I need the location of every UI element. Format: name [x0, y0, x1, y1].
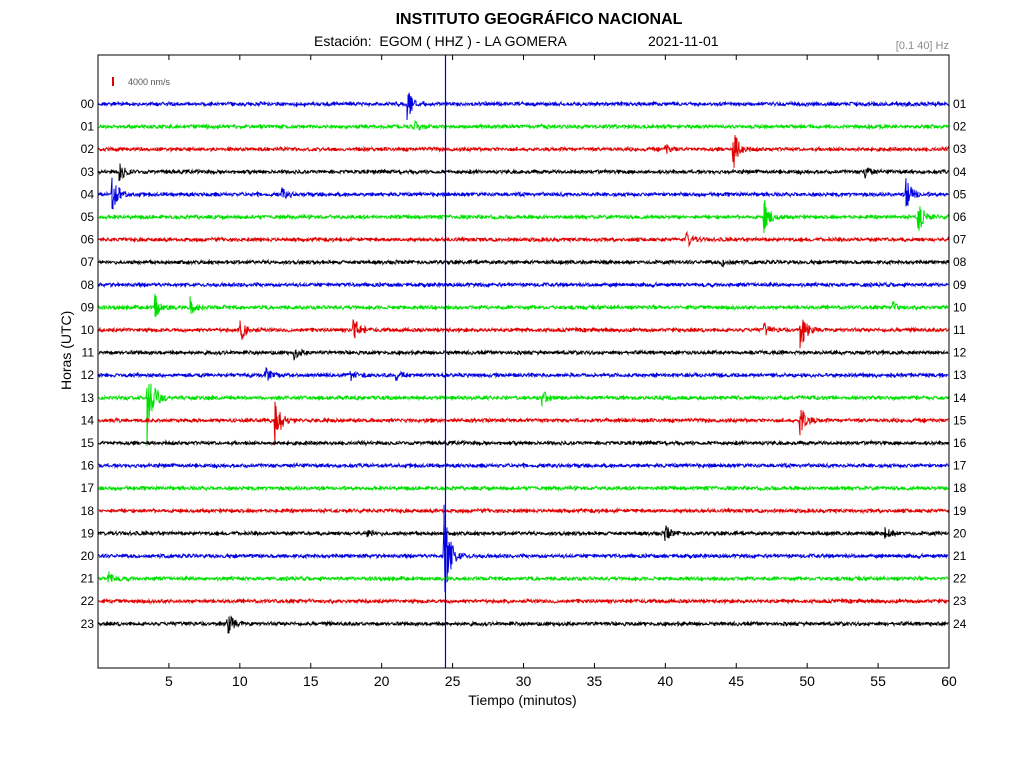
x-tick-label: 20 [374, 673, 390, 689]
trace-hour-05 [98, 200, 949, 234]
right-hour-label: 08 [953, 255, 967, 269]
x-tick-layer: 5 10 15 20 25 30 35 40 45 50 55 60 [165, 55, 957, 689]
trace-layer [98, 55, 949, 668]
left-hour-label: 11 [82, 346, 95, 360]
trace-hour-20 [98, 504, 949, 593]
record-date: 2021-11-01 [648, 33, 719, 49]
trace-hour-16 [98, 461, 949, 470]
right-hour-label: 03 [953, 142, 967, 156]
left-hour-label: 17 [81, 481, 95, 495]
right-hour-label: 15 [953, 413, 967, 427]
left-hour-label: 21 [81, 572, 95, 586]
left-hour-label: 02 [81, 142, 95, 156]
right-hour-label: 09 [953, 278, 967, 292]
right-hour-label: 24 [953, 617, 967, 631]
right-hour-label: 05 [953, 187, 967, 201]
right-hour-label: 01 [953, 97, 967, 111]
x-tick-label: 10 [232, 673, 248, 689]
left-hour-label: 06 [81, 233, 95, 247]
right-hour-label: 12 [953, 346, 967, 360]
right-hour-label: 10 [953, 300, 967, 314]
trace-hour-22 [98, 597, 949, 606]
chart-title: INSTITUTO GEOGRÁFICO NACIONAL [395, 11, 683, 28]
trace-hour-23 [98, 615, 949, 634]
left-hour-label: 03 [81, 165, 95, 179]
hour-label-layer: 00 01 02 03 04 05 06 07 08 09 10 11 12 13 14 15 16 17 18 19… [81, 97, 967, 631]
trace-hour-03 [98, 163, 949, 182]
amplitude-scale: 4000 nm/s [112, 77, 171, 87]
trace-hour-17 [98, 484, 949, 492]
right-hour-label: 14 [953, 391, 967, 405]
trace-hour-08 [98, 281, 949, 289]
right-hour-label: 13 [953, 368, 967, 382]
trace-hour-01 [98, 119, 949, 131]
left-hour-label: 23 [81, 617, 95, 631]
trace-hour-00 [98, 92, 949, 121]
right-hour-label: 16 [953, 436, 967, 450]
x-tick-label: 60 [941, 673, 957, 689]
y-axis-label: Horas (UTC) [58, 310, 74, 390]
trace-hour-21 [98, 571, 949, 583]
trace-hour-10 [98, 319, 949, 349]
left-hour-label: 19 [81, 526, 95, 540]
trace-hour-04 [98, 177, 949, 210]
x-tick-label: 55 [870, 673, 886, 689]
x-tick-label: 40 [658, 673, 674, 689]
trace-hour-07 [98, 258, 949, 268]
right-hour-label: 11 [953, 323, 966, 337]
scale-label: 4000 nm/s [128, 77, 171, 87]
left-hour-label: 05 [81, 210, 95, 224]
left-hour-label: 13 [81, 391, 95, 405]
plot-frame [97, 54, 950, 669]
left-hour-label: 14 [81, 413, 95, 427]
left-hour-label: 15 [81, 436, 95, 450]
right-hour-label: 02 [953, 120, 967, 134]
trace-hour-15 [98, 439, 949, 447]
left-hour-label: 20 [81, 549, 95, 563]
left-hour-label: 07 [81, 255, 95, 269]
trace-hour-02 [98, 135, 949, 168]
right-hour-label: 06 [953, 210, 967, 224]
x-tick-label: 45 [728, 673, 744, 689]
right-hour-label: 18 [953, 481, 967, 495]
right-hour-label: 23 [953, 594, 967, 608]
left-hour-label: 01 [81, 120, 95, 134]
x-tick-label: 50 [799, 673, 815, 689]
right-hour-label: 20 [953, 526, 967, 540]
x-tick-label: 30 [516, 673, 532, 689]
left-hour-label: 08 [81, 278, 95, 292]
trace-hour-12 [98, 367, 949, 382]
scale-bar [112, 77, 114, 86]
left-hour-label: 00 [81, 97, 95, 111]
trace-hour-06 [98, 230, 949, 248]
x-axis-label: Tiempo (minutos) [468, 692, 577, 708]
filter-band: [0.1 40] Hz [895, 40, 949, 52]
left-hour-label: 22 [81, 594, 95, 608]
right-hour-label: 04 [953, 165, 967, 179]
station-info: Estación: EGOM ( HHZ ) - LA GOMERA [314, 33, 567, 49]
trace-hour-13 [98, 383, 949, 447]
right-hour-label: 22 [953, 572, 967, 586]
left-hour-label: 18 [81, 504, 95, 518]
left-hour-label: 12 [81, 368, 95, 382]
left-hour-label: 09 [81, 300, 95, 314]
trace-hour-09 [98, 293, 949, 317]
trace-hour-14 [98, 401, 949, 446]
trace-hour-11 [98, 348, 949, 361]
left-hour-label: 10 [81, 323, 95, 337]
right-hour-label: 17 [953, 459, 967, 473]
right-hour-label: 19 [953, 504, 967, 518]
x-tick-label: 15 [303, 673, 319, 689]
x-tick-label: 25 [445, 673, 461, 689]
x-tick-label: 5 [165, 673, 173, 689]
left-hour-label: 16 [81, 459, 95, 473]
right-hour-label: 21 [953, 549, 967, 563]
trace-hour-19 [98, 525, 949, 542]
x-tick-label: 35 [587, 673, 603, 689]
left-hour-label: 04 [81, 187, 95, 201]
trace-hour-18 [98, 506, 949, 515]
right-hour-label: 07 [953, 233, 967, 247]
